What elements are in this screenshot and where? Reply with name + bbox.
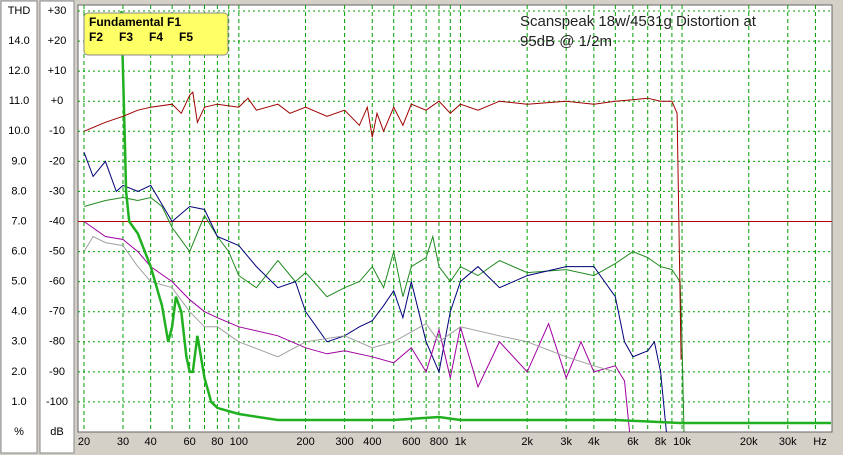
y2-tick-label: 12.0: [8, 65, 29, 77]
x-tick-label: 4k: [588, 436, 600, 448]
x-tick-label: 40: [145, 436, 157, 448]
legend-entry: F3: [119, 30, 133, 44]
x-tick-label: 20: [78, 436, 90, 448]
y2-tick-label: 7.0: [11, 215, 26, 227]
y-tick-label: +20: [48, 35, 67, 47]
x-tick-label: 30: [117, 436, 129, 448]
y-unit: dB: [50, 426, 63, 438]
lines: [78, 10, 832, 432]
series-line: [83, 221, 631, 432]
x-tick-label: 3k: [560, 436, 572, 448]
x-tick-label: 800: [430, 436, 448, 448]
series-line: [83, 152, 667, 432]
y2-tick-label: 8.0: [11, 185, 26, 197]
x-tick-label: 400: [363, 436, 381, 448]
plot-area: [77, 4, 833, 433]
x-tick-label: 100: [230, 436, 248, 448]
series-line: [83, 91, 682, 360]
y2-tick-label: 9.0: [11, 155, 26, 167]
x-tick-label: 60: [184, 436, 196, 448]
x-tick-label: 80: [211, 436, 223, 448]
x-tick-label: 1k: [455, 436, 467, 448]
y-tick-label: -10: [49, 125, 65, 137]
y-tick-label: -70: [49, 306, 65, 318]
x-tick-label: 10k: [673, 436, 691, 448]
series-line: [120, 10, 831, 425]
db-axis-panel: [39, 0, 75, 454]
series-line: [83, 196, 685, 432]
x-tick-label: 300: [335, 436, 353, 448]
chart-title: Scanspeak 18w/4531g Distortion at: [520, 13, 757, 30]
y2-unit: %: [14, 426, 24, 438]
y-tick-label: +0: [51, 95, 64, 107]
y-tick-label: -100: [46, 396, 68, 408]
legend: [83, 12, 229, 56]
legend-entry: F4: [149, 30, 163, 44]
y-tick-label: -20: [49, 155, 65, 167]
y-tick-label: -60: [49, 276, 65, 288]
y-tick-label: -90: [49, 366, 65, 378]
y2-tick-label: 1.0: [11, 396, 26, 408]
x-tick-label: 30k: [779, 436, 797, 448]
x-unit: Hz: [813, 436, 826, 448]
y-tick-label: -80: [49, 336, 65, 348]
y2-tick-label: 5.0: [11, 276, 26, 288]
y-tick-label: -50: [49, 245, 65, 257]
y-tick-label: -30: [49, 185, 65, 197]
y2-tick-label: 2.0: [11, 366, 26, 378]
x-tick-label: 6k: [627, 436, 639, 448]
y2-tick-label: 3.0: [11, 336, 26, 348]
x-tick-label: 200: [296, 436, 314, 448]
thd-axis-panel: [0, 0, 38, 454]
y2-tick-label: 6.0: [11, 245, 26, 257]
y2-tick-label: 11.0: [9, 95, 30, 107]
x-tick-label: 8k: [655, 436, 667, 448]
y-tick-label: +10: [48, 65, 67, 77]
y2-axis-label: THD: [8, 5, 31, 17]
x-tick-label: 20k: [740, 436, 758, 448]
x-tick-label: 2k: [521, 436, 533, 448]
y2-tick-label: 14.0: [8, 35, 29, 47]
y-tick-label: -40: [49, 215, 65, 227]
y2-tick-label: 4.0: [11, 306, 26, 318]
y-tick-label: +30: [48, 5, 67, 17]
legend-entry: F5: [179, 30, 193, 44]
legend-title: Fundamental F1: [89, 15, 181, 29]
series-line: [83, 235, 616, 373]
x-tick-label: 600: [402, 436, 420, 448]
legend-entry: F2: [89, 30, 103, 44]
chart-title: 95dB @ 1/2m: [520, 33, 612, 50]
y2-tick-label: 10.0: [8, 125, 29, 137]
